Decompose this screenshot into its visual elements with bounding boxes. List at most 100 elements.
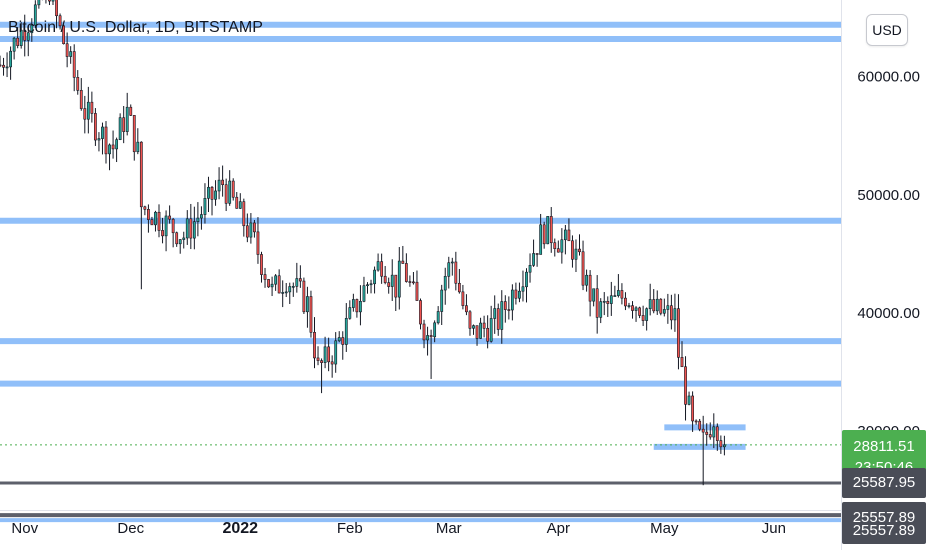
candle — [496, 303, 500, 336]
candle — [719, 435, 723, 454]
candle — [122, 106, 126, 144]
candle — [274, 274, 278, 291]
candle — [641, 305, 645, 326]
candle — [12, 36, 16, 60]
candle — [468, 310, 472, 336]
candle — [178, 239, 182, 254]
candle — [62, 24, 66, 45]
candle — [542, 221, 546, 249]
candle — [101, 122, 104, 155]
candle — [440, 284, 444, 326]
candle — [532, 239, 535, 267]
candle — [366, 282, 369, 294]
candle — [486, 315, 490, 349]
candle — [677, 294, 680, 370]
candle — [150, 216, 154, 226]
candle — [415, 270, 419, 301]
candle — [691, 391, 694, 432]
candle — [412, 272, 415, 285]
candle — [295, 262, 299, 293]
candle — [51, 0, 55, 5]
candle — [592, 288, 596, 307]
candle — [192, 206, 196, 250]
candle — [482, 315, 486, 338]
candle — [447, 256, 451, 289]
candle — [659, 298, 663, 316]
candle — [115, 137, 119, 163]
candle — [422, 319, 426, 349]
candle — [493, 295, 497, 334]
candle — [450, 257, 454, 276]
candle — [221, 165, 225, 197]
candle — [606, 296, 610, 317]
candle — [394, 274, 398, 312]
x-tick-label: Mar — [436, 520, 462, 537]
candle — [341, 331, 345, 360]
candle — [157, 204, 161, 238]
candle — [48, 0, 51, 6]
candle — [383, 266, 387, 285]
candle — [602, 292, 606, 316]
candle — [309, 290, 313, 338]
candle — [171, 217, 175, 248]
candle — [648, 283, 652, 316]
candle — [708, 422, 712, 440]
candle — [380, 253, 384, 284]
candle — [104, 121, 108, 164]
candle — [214, 180, 217, 206]
currency-button[interactable]: USD — [866, 14, 908, 46]
x-tick-label: Nov — [11, 520, 38, 537]
candle — [185, 210, 189, 245]
y-tick-label: 40000.00 — [857, 305, 920, 322]
candle — [624, 292, 627, 311]
price-axis-separator — [841, 0, 842, 550]
candle — [433, 320, 437, 343]
candle — [680, 341, 684, 368]
candle — [556, 240, 560, 253]
candle — [376, 253, 380, 272]
candle — [76, 70, 80, 95]
candle — [457, 268, 461, 294]
current-price-value: 28811.51 — [853, 437, 915, 455]
candle — [111, 130, 115, 159]
level-price-label: 25557.89 — [842, 522, 926, 545]
candle — [666, 293, 670, 324]
candle — [19, 22, 23, 49]
candle — [58, 13, 62, 30]
candle — [694, 419, 698, 425]
candle — [281, 280, 285, 308]
candle — [161, 217, 164, 244]
candle — [397, 247, 401, 310]
candle — [510, 284, 514, 321]
candle — [419, 298, 422, 330]
candle — [475, 325, 479, 346]
candle — [334, 332, 338, 373]
candle — [616, 274, 620, 298]
candle — [90, 91, 94, 123]
candle — [298, 265, 302, 288]
candle — [9, 46, 12, 80]
candle — [401, 245, 405, 264]
candle — [613, 285, 617, 297]
candle — [359, 285, 362, 326]
candle — [132, 115, 136, 161]
candle — [97, 132, 101, 152]
candle — [581, 240, 585, 291]
candle — [518, 282, 521, 303]
candle — [306, 286, 309, 328]
candle — [620, 283, 624, 305]
candle — [344, 303, 348, 352]
candle — [337, 331, 341, 343]
candle — [705, 423, 709, 446]
candle — [2, 57, 5, 76]
candle — [136, 128, 140, 155]
candle — [595, 275, 599, 334]
candle — [108, 143, 111, 171]
candle — [30, 18, 34, 42]
candle — [655, 290, 659, 315]
candle — [86, 86, 90, 134]
candle — [535, 253, 539, 267]
candle — [574, 239, 578, 273]
